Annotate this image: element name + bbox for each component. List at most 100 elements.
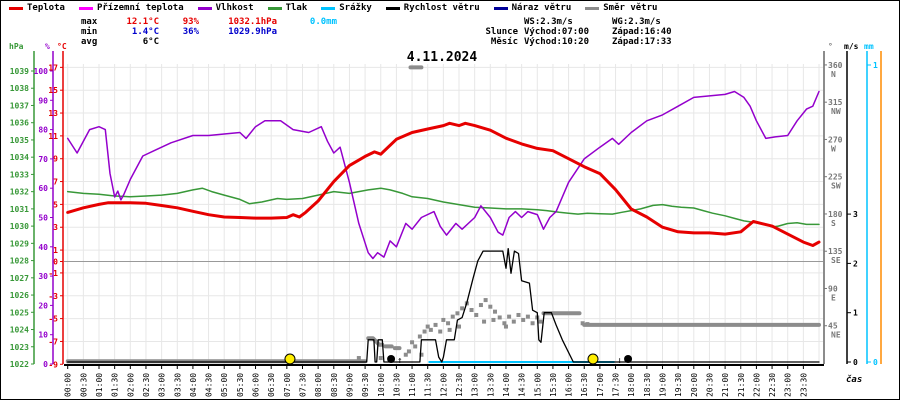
legend-item-sm-r-v-tru: Směr větru: [585, 3, 657, 13]
svg-text:3: 3: [853, 210, 858, 219]
svg-text:°C: °C: [57, 42, 67, 51]
svg-text:2: 2: [853, 259, 858, 268]
svg-text:0: 0: [853, 358, 858, 367]
svg-text:22:30: 22:30: [768, 373, 777, 397]
svg-text:E: E: [831, 293, 836, 302]
svg-text:SW: SW: [831, 182, 841, 191]
legend-label: Směr větru: [603, 3, 658, 13]
legend-swatch: [385, 6, 400, 10]
stat-min-temp: 1.4°C: [131, 27, 159, 37]
legend-swatch: [78, 6, 93, 10]
svg-text:1029: 1029: [10, 239, 29, 248]
svg-text:30: 30: [38, 272, 48, 281]
svg-text:03:00: 03:00: [158, 373, 167, 397]
svg-text:1038: 1038: [10, 84, 29, 93]
svg-text:-9: -9: [48, 360, 58, 369]
svg-text:11:30: 11:30: [424, 373, 433, 397]
svg-text:90: 90: [828, 284, 838, 293]
svg-text:-7: -7: [48, 337, 58, 346]
svg-text:12:30: 12:30: [455, 373, 464, 397]
svg-text:14:30: 14:30: [518, 373, 527, 397]
svg-text:100: 100: [34, 67, 49, 76]
svg-text:40: 40: [38, 243, 48, 252]
legend-label: Rychlost větru: [403, 3, 480, 13]
svg-text:10:30: 10:30: [392, 373, 401, 397]
stat-min-humidity: 36%: [182, 27, 199, 37]
svg-text:N: N: [831, 70, 836, 79]
legend-label: Vlhkost: [215, 3, 254, 13]
svg-text:W: W: [831, 144, 836, 153]
svg-text:13:30: 13:30: [486, 373, 495, 397]
svg-text:23:30: 23:30: [799, 373, 808, 397]
svg-text:hPa: hPa: [9, 42, 24, 51]
svg-text:11:00: 11:00: [408, 373, 417, 397]
legend-item-p-zemn-teplota: Přízemní teplota: [78, 3, 184, 13]
svg-text:13: 13: [48, 109, 58, 118]
svg-text:°: °: [828, 42, 833, 51]
legend-item-rychlost-v-tru: Rychlost větru: [385, 3, 480, 13]
svg-text:7: 7: [53, 178, 58, 187]
svg-text:07:30: 07:30: [298, 373, 307, 397]
svg-text:90: 90: [38, 96, 48, 105]
svg-text:15:30: 15:30: [549, 373, 558, 397]
svg-text:1039: 1039: [10, 67, 29, 76]
legend-label: Přízemní teplota: [96, 3, 184, 13]
legend-label: Tlak: [285, 3, 308, 13]
svg-text:čas: čas: [846, 374, 862, 385]
svg-text:-3: -3: [48, 292, 58, 301]
moonset-time: Západ:17:33: [612, 37, 672, 47]
svg-text:1037: 1037: [10, 101, 29, 110]
svg-text:m/s: m/s: [844, 42, 859, 51]
svg-text:19:00: 19:00: [658, 373, 667, 397]
sunrise-time: Východ:07:00: [524, 27, 590, 37]
svg-text:16:30: 16:30: [580, 373, 589, 397]
svg-text:NW: NW: [831, 107, 841, 116]
svg-text:08:30: 08:30: [330, 373, 339, 397]
legend-item-teplota: Teplota: [9, 3, 65, 13]
legend-item-n-raz-v-tru: Náraz větru: [493, 3, 571, 13]
svg-text:04:30: 04:30: [205, 373, 214, 397]
svg-text:21:30: 21:30: [737, 373, 746, 397]
svg-text:02:00: 02:00: [126, 373, 135, 397]
svg-text:360: 360: [828, 61, 843, 70]
svg-text:1022: 1022: [10, 360, 29, 369]
svg-text:16:00: 16:00: [565, 373, 574, 397]
stat-max-temp: 12.1°C: [126, 17, 159, 27]
svg-text:1023: 1023: [10, 343, 29, 352]
svg-text:10:00: 10:00: [377, 373, 386, 397]
svg-text:NE: NE: [831, 331, 841, 340]
legend-swatch: [321, 6, 336, 10]
svg-text:10: 10: [38, 331, 48, 340]
moon-label: Měsíc: [490, 37, 518, 47]
svg-text:21:00: 21:00: [721, 373, 730, 397]
svg-text:0: 0: [53, 258, 58, 267]
svg-text:06:00: 06:00: [252, 373, 261, 397]
svg-text:02:30: 02:30: [142, 373, 151, 397]
svg-text:-1: -1: [48, 269, 58, 278]
svg-text:00:00: 00:00: [64, 373, 73, 397]
svg-text:mm: mm: [864, 42, 874, 51]
svg-text:20:30: 20:30: [705, 373, 714, 397]
svg-text:60: 60: [38, 184, 48, 193]
svg-text:08:00: 08:00: [314, 373, 323, 397]
svg-text:13:00: 13:00: [471, 373, 480, 397]
legend-item-vlhkost: Vlhkost: [197, 3, 254, 13]
legend-item-tlak: Tlak: [267, 3, 308, 13]
stat-min-label: min: [81, 27, 98, 37]
svg-text:270: 270: [828, 135, 843, 144]
svg-text:1027: 1027: [10, 274, 29, 283]
sun-label: Slunce: [485, 27, 518, 37]
svg-text:1034: 1034: [10, 153, 29, 162]
legend-swatch: [585, 6, 600, 10]
legend-label: Teplota: [27, 3, 65, 13]
svg-text:50: 50: [38, 214, 48, 223]
svg-text:1032: 1032: [10, 188, 29, 197]
stat-avg-temp: 6°C: [142, 37, 159, 47]
wind-speed-max: WS:2.3m/s: [524, 17, 573, 27]
wind-gust-max: WG:2.3m/s: [612, 17, 661, 27]
svg-text:15: 15: [48, 86, 58, 95]
svg-text:1030: 1030: [10, 222, 29, 231]
svg-text:12:00: 12:00: [439, 373, 448, 397]
svg-text:1: 1: [873, 61, 878, 70]
